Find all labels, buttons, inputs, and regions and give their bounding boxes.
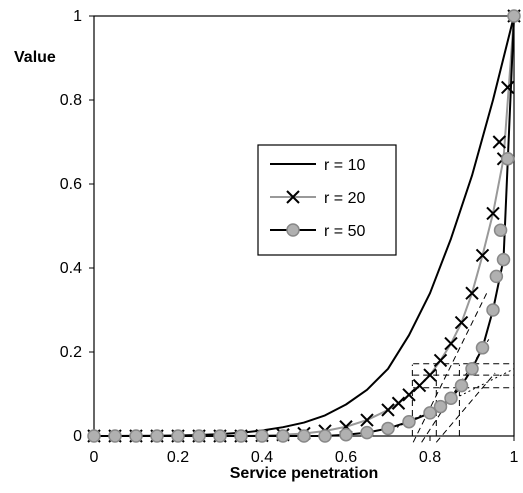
x-tick-label: 0.2 xyxy=(167,449,189,466)
legend-circle-marker xyxy=(286,223,300,237)
data-point-r20 xyxy=(360,413,374,427)
data-point-r20 xyxy=(423,368,437,382)
data-point-r20 xyxy=(465,286,479,300)
data-point-r50 xyxy=(192,429,206,443)
data-point-r50 xyxy=(381,421,395,436)
data-point-r50 xyxy=(496,252,511,267)
data-point-r50 xyxy=(297,429,311,443)
data-point-r20 xyxy=(454,315,469,330)
data-point-r50 xyxy=(339,427,353,442)
data-point-r20 xyxy=(433,353,448,368)
data-point-r20 xyxy=(444,336,458,351)
reference-line-tangent xyxy=(412,292,488,443)
data-point-r50 xyxy=(150,429,164,443)
axis-ticks: 0 0.2 0.4 0.6 0.8 1 0 0.2 0.4 0.6 0.8 1 xyxy=(60,8,519,466)
x-tick-label: 0 xyxy=(90,449,99,466)
x-tick-label: 1 xyxy=(510,449,519,466)
data-point-r20 xyxy=(492,135,507,149)
data-point-r50 xyxy=(454,378,469,393)
data-point-r20 xyxy=(475,248,490,263)
x-tick-label: 0.4 xyxy=(251,449,273,466)
data-point-r50 xyxy=(213,429,227,443)
y-tick-label: 0.8 xyxy=(60,92,82,109)
legend-label-r10: r = 10 xyxy=(324,157,365,174)
data-point-r50 xyxy=(171,429,185,443)
y-tick-label: 0.4 xyxy=(60,260,82,277)
data-point-r20 xyxy=(486,206,500,221)
reference-line-tangent xyxy=(435,372,496,443)
data-point-r50 xyxy=(486,303,500,317)
x-axis-title: Service penetration xyxy=(230,465,379,482)
y-tick-label: 0.2 xyxy=(60,344,82,361)
x-tick-label: 0.6 xyxy=(335,449,357,466)
series-line-r10 xyxy=(93,15,515,437)
data-point-r50 xyxy=(489,269,504,284)
data-point-r50 xyxy=(318,429,332,443)
data-point-r50 xyxy=(423,406,437,420)
data-point-r50 xyxy=(475,341,490,355)
series-markers xyxy=(87,9,521,443)
data-point-r20 xyxy=(391,396,406,410)
y-tick-label: 1 xyxy=(73,8,82,25)
y-tick-label: 0 xyxy=(73,428,82,445)
legend-label-r50: r = 50 xyxy=(324,223,365,240)
data-point-r50 xyxy=(500,152,515,166)
legend-label-r20: r = 20 xyxy=(324,190,365,207)
y-axis-title: Value xyxy=(14,49,56,66)
data-point-r50 xyxy=(360,425,374,440)
data-point-r20 xyxy=(412,378,427,393)
data-point-r50 xyxy=(444,391,458,405)
data-point-r50 xyxy=(507,9,521,23)
data-point-r50 xyxy=(465,362,479,376)
legend-box xyxy=(257,144,397,256)
data-point-r50 xyxy=(276,429,290,443)
data-point-r50 xyxy=(87,429,101,443)
data-point-r50 xyxy=(402,414,416,429)
legend: r = 10 r = 20 r = 50 xyxy=(257,144,397,256)
data-point-r50 xyxy=(234,429,248,443)
data-point-r20 xyxy=(381,403,395,417)
data-point-r50 xyxy=(255,429,269,443)
y-tick-label: 0.6 xyxy=(60,176,82,193)
data-point-r50 xyxy=(129,429,143,443)
legend-x-marker xyxy=(286,190,300,204)
x-tick-label: 0.8 xyxy=(419,449,441,466)
data-point-r50 xyxy=(108,429,122,443)
data-point-r50 xyxy=(493,223,508,237)
data-point-r20 xyxy=(500,80,515,95)
data-point-r50 xyxy=(433,399,448,414)
